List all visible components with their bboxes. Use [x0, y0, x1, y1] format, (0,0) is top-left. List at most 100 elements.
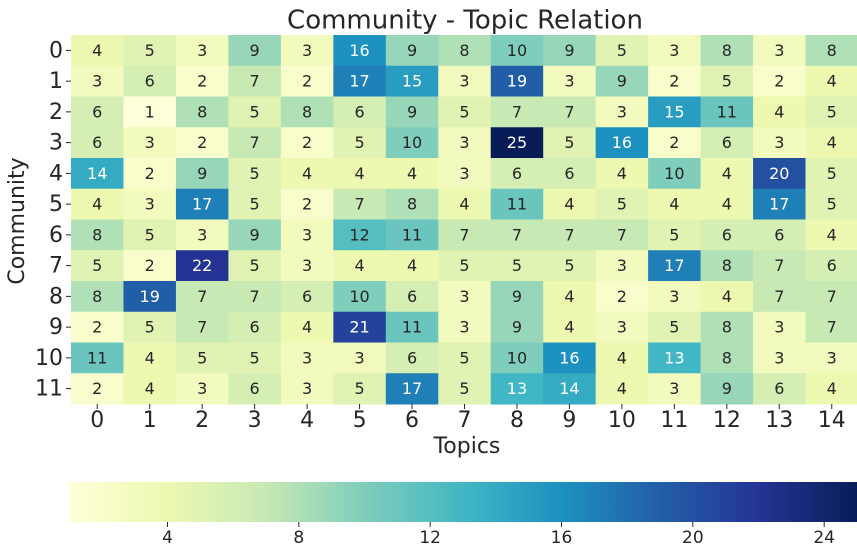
heat-cell	[175, 35, 229, 67]
cell-label: 6	[407, 287, 417, 306]
heat-cell	[123, 188, 177, 220]
heat-cell	[333, 250, 387, 282]
heat-cell	[648, 250, 702, 282]
cell-label: 4	[564, 287, 574, 306]
cell-label: 1	[145, 102, 155, 121]
cell-label: 5	[250, 348, 260, 367]
heat-cell	[175, 65, 229, 97]
heat-cell	[490, 281, 544, 313]
heat-cell	[753, 373, 807, 405]
cell-label: 10	[349, 287, 369, 306]
heat-cell	[805, 250, 857, 282]
heat-cell	[805, 188, 857, 220]
cell-label: 13	[664, 348, 684, 367]
cell-label: 7	[512, 102, 522, 121]
heat-cell	[123, 127, 177, 159]
colorbar-tick-label: 24	[813, 528, 835, 548]
cell-label: 5	[145, 41, 155, 60]
heat-cell	[490, 35, 544, 67]
y-axis-label: Community	[5, 157, 30, 284]
cell-label: 8	[459, 41, 469, 60]
heat-cell	[700, 250, 754, 282]
cell-label: 7	[564, 102, 574, 121]
heat-cell	[648, 188, 702, 220]
cell-label: 8	[92, 287, 102, 306]
cell-label: 2	[774, 72, 784, 91]
cell-label: 5	[459, 102, 469, 121]
cell-label: 17	[192, 195, 212, 214]
heat-cell	[753, 311, 807, 343]
heat-cell	[700, 373, 754, 405]
cell-label: 8	[197, 102, 207, 121]
cell-label: 17	[349, 72, 369, 91]
colorbar-tick-label: 8	[293, 528, 304, 548]
cell-label: 9	[564, 41, 574, 60]
cell-label: 8	[722, 318, 732, 337]
cell-label: 5	[250, 102, 260, 121]
cell-label: 7	[354, 195, 364, 214]
cell-label: 4	[669, 195, 679, 214]
colorbar-tick-label: 20	[682, 528, 704, 548]
heat-cell	[71, 65, 124, 97]
cell-label: 4	[92, 195, 102, 214]
cell-label: 9	[617, 72, 627, 91]
heat-cell	[123, 158, 177, 190]
cell-label: 4	[774, 102, 784, 121]
heat-cell	[648, 158, 702, 190]
heat-cell	[123, 65, 177, 97]
cell-label: 2	[302, 72, 312, 91]
cell-label: 9	[197, 164, 207, 183]
heat-cell	[753, 35, 807, 67]
cell-label: 13	[507, 379, 527, 398]
heat-cell	[333, 188, 387, 220]
heat-cell	[71, 342, 124, 374]
cell-label: 7	[250, 72, 260, 91]
heat-cell	[123, 96, 177, 128]
cell-label: 6	[774, 379, 784, 398]
heat-cell	[385, 219, 439, 251]
cell-label: 6	[564, 164, 574, 183]
cell-label: 4	[145, 348, 155, 367]
heat-cell	[648, 219, 702, 251]
heat-cell	[700, 96, 754, 128]
cell-label: 5	[459, 379, 469, 398]
heat-cell	[175, 127, 229, 159]
heat-cell	[71, 250, 124, 282]
heat-cell	[175, 219, 229, 251]
heat-cell	[648, 373, 702, 405]
heat-cell	[805, 342, 857, 374]
heat-cell	[595, 373, 649, 405]
heat-cell	[385, 281, 439, 313]
cell-label: 9	[512, 287, 522, 306]
heat-cell	[648, 96, 702, 128]
cell-label: 6	[354, 102, 364, 121]
heat-cell	[753, 281, 807, 313]
heat-cell	[333, 373, 387, 405]
cell-label: 2	[145, 256, 155, 275]
cell-label: 6	[250, 318, 260, 337]
x-tick-label: 8	[510, 408, 524, 433]
cell-label: 4	[827, 379, 837, 398]
heat-cell	[228, 342, 282, 374]
heat-cell	[438, 219, 492, 251]
heat-cell	[490, 342, 544, 374]
heat-cell	[438, 342, 492, 374]
cell-label: 6	[827, 256, 837, 275]
cell-label: 3	[459, 72, 469, 91]
cell-label: 3	[459, 318, 469, 337]
cell-label: 19	[507, 72, 527, 91]
cell-label: 3	[197, 225, 207, 244]
cell-label: 6	[774, 225, 784, 244]
heat-cell	[385, 250, 439, 282]
cell-label: 3	[302, 348, 312, 367]
cell-label: 6	[92, 133, 102, 152]
cell-label: 3	[774, 348, 784, 367]
cell-label: 5	[145, 225, 155, 244]
cell-label: 4	[145, 379, 155, 398]
heat-cell	[333, 35, 387, 67]
cell-label: 5	[617, 195, 627, 214]
heat-cell	[175, 311, 229, 343]
heat-cell	[648, 281, 702, 313]
heat-cell	[543, 96, 597, 128]
heat-cell	[595, 342, 649, 374]
